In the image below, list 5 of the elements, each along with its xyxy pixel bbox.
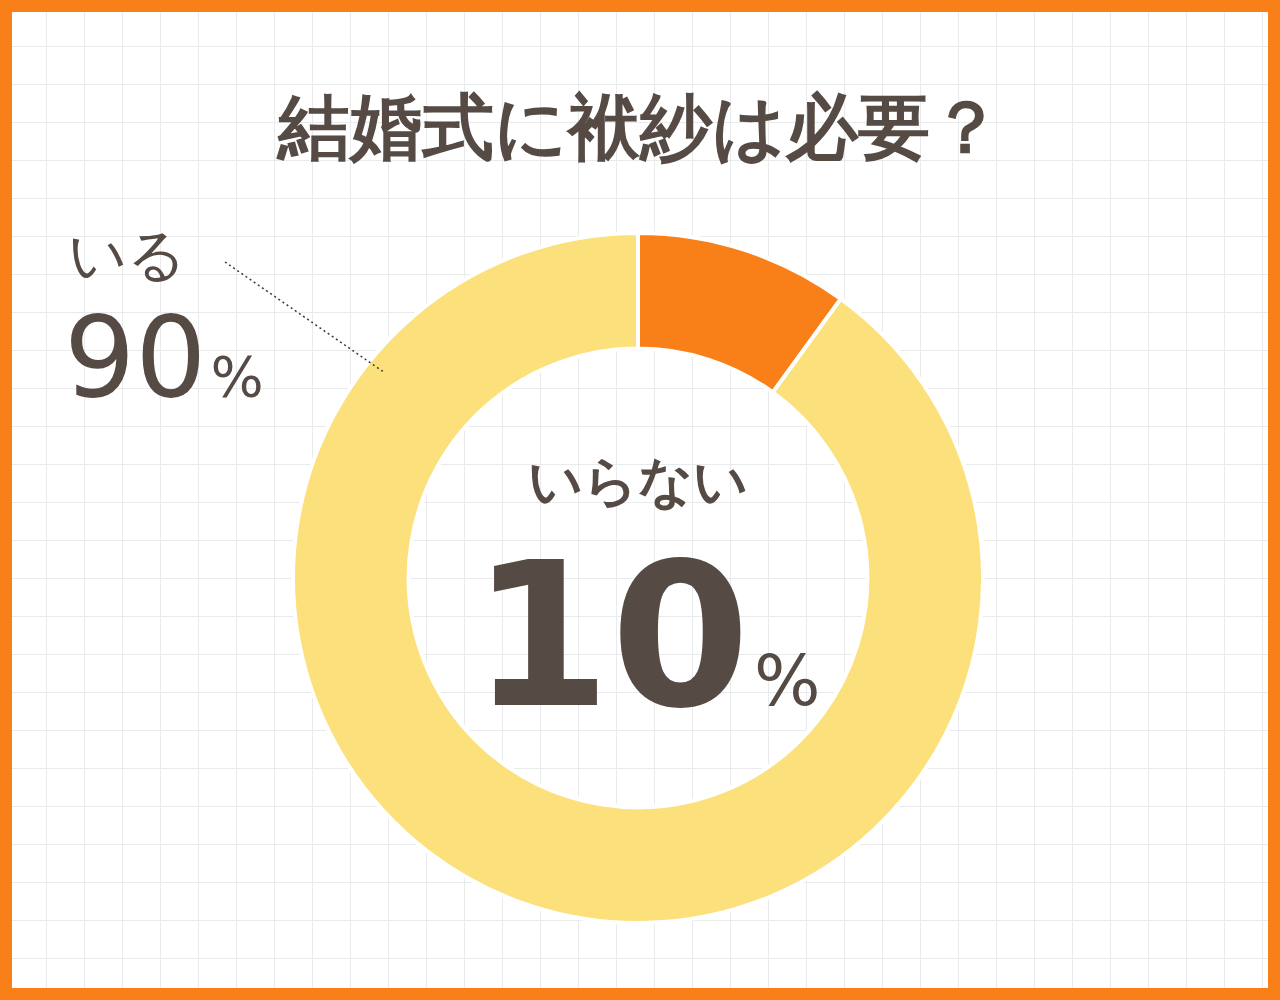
data-label: 90% bbox=[64, 292, 264, 422]
slice-label: いらない bbox=[528, 450, 748, 513]
data-label: 10% bbox=[471, 519, 821, 752]
slice-label: いる bbox=[68, 221, 186, 289]
chart-title: 結婚式に袱紗は必要？ bbox=[275, 84, 1003, 171]
